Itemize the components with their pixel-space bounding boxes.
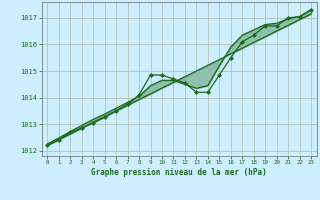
X-axis label: Graphe pression niveau de la mer (hPa): Graphe pression niveau de la mer (hPa) [91, 168, 267, 177]
